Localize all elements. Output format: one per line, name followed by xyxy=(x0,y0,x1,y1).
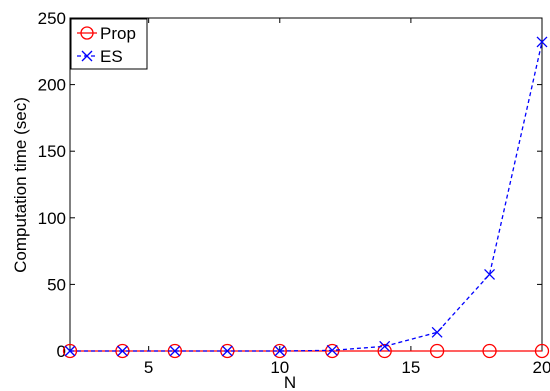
series-line-es xyxy=(70,41,543,352)
y-tick-label: 100 xyxy=(38,209,66,228)
y-tick-label: 0 xyxy=(57,342,66,361)
point-es xyxy=(431,326,443,338)
point-es-stroke-b xyxy=(431,326,443,338)
point-prop xyxy=(377,343,392,359)
point-es-stroke-b xyxy=(536,36,548,48)
legend-label-prop: Prop xyxy=(100,24,136,43)
point-es xyxy=(379,340,391,352)
legend-marker-prop xyxy=(80,26,94,40)
point-es-stroke-b xyxy=(326,344,338,356)
x-tick-label: 15 xyxy=(401,358,420,377)
x-axis-label: N xyxy=(284,373,296,391)
point-es-stroke-b xyxy=(116,345,128,357)
legend-marker-es xyxy=(81,50,93,62)
legend-marker-es-b xyxy=(81,50,93,62)
legend-label-es: ES xyxy=(100,47,123,66)
plot-background xyxy=(70,18,542,351)
point-es-stroke-b xyxy=(484,268,496,280)
point-es xyxy=(169,345,181,357)
point-es xyxy=(326,344,338,356)
y-tick-label: 150 xyxy=(38,142,66,161)
series-layer xyxy=(62,36,550,359)
point-es xyxy=(536,36,548,48)
point-es xyxy=(64,345,76,357)
point-es xyxy=(274,345,286,357)
x-tick-label: 5 xyxy=(144,358,153,377)
y-tick-label: 50 xyxy=(47,275,66,294)
point-es xyxy=(484,268,496,280)
y-axis-label: Computation time (sec) xyxy=(11,97,30,273)
point-es xyxy=(221,345,233,357)
plot-frame xyxy=(69,17,543,352)
point-es-stroke-b xyxy=(64,345,76,357)
point-es-stroke-b xyxy=(169,345,181,357)
y-tick-label: 250 xyxy=(38,9,66,28)
y-tick-label: 200 xyxy=(38,76,66,95)
legend: Prop ES xyxy=(70,18,148,70)
x-tick-label: 20 xyxy=(533,358,550,377)
point-prop xyxy=(482,343,497,359)
point-es-stroke-b xyxy=(379,340,391,352)
point-es xyxy=(116,345,128,357)
point-es-stroke-b xyxy=(221,345,233,357)
point-prop xyxy=(534,343,550,359)
point-prop xyxy=(429,343,445,359)
x-tick-label: 10 xyxy=(270,358,289,377)
point-es-stroke-b xyxy=(274,345,286,357)
point-prop xyxy=(62,343,78,359)
